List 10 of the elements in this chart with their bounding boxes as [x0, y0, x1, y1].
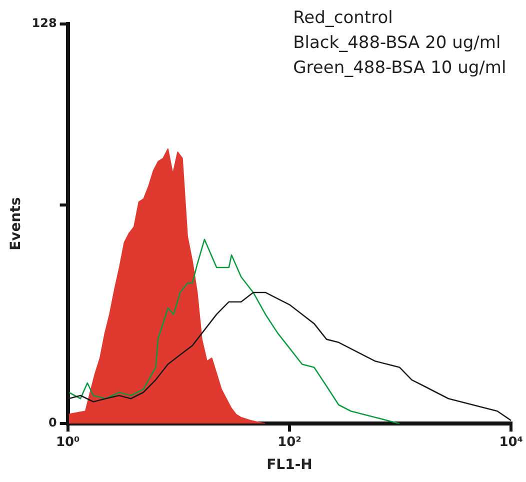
- x-axis-title: FL1-H: [266, 457, 312, 474]
- y-axis-title: Events: [8, 197, 24, 250]
- annotation: Red_control: [293, 8, 393, 28]
- x-tick-label: 10⁴: [499, 434, 524, 450]
- y-tick-label: 128: [32, 16, 57, 30]
- annotation: Green_488-BSA 10 ug/ml: [293, 58, 506, 78]
- x-tick-label: 10²: [278, 434, 302, 450]
- y-tick-label: 0: [48, 416, 57, 430]
- x-tick-label: 10⁰: [56, 434, 80, 450]
- annotation: Black_488-BSA 20 ug/ml: [293, 32, 501, 53]
